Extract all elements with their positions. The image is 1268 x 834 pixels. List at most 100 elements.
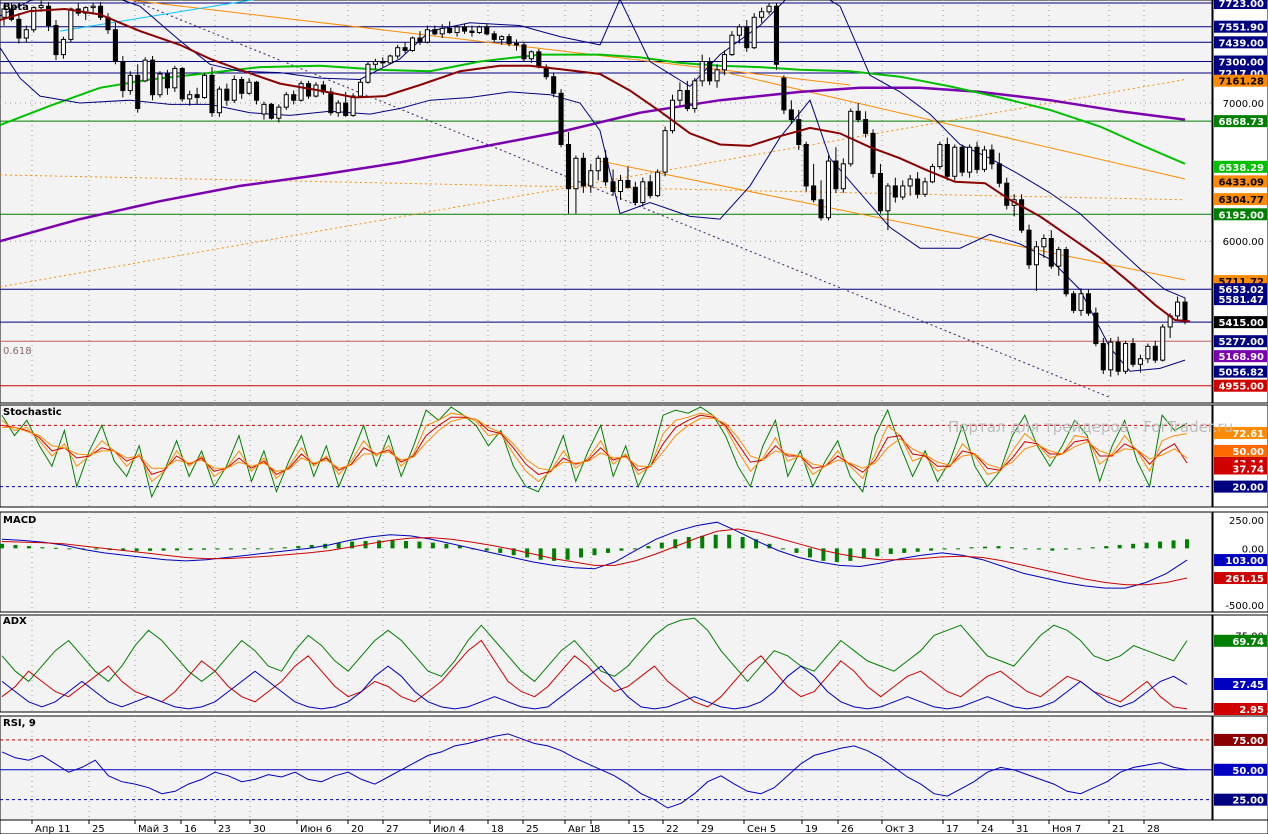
candle[interactable] [224,83,230,106]
candle[interactable] [1115,336,1121,376]
candle[interactable] [551,72,557,98]
candle[interactable] [1145,343,1151,363]
candle[interactable] [655,169,661,198]
candle[interactable] [491,31,497,43]
candle[interactable] [461,24,468,34]
candle[interactable] [1160,324,1166,362]
candle[interactable] [907,174,913,196]
candle[interactable] [699,54,705,87]
candle[interactable] [254,80,260,105]
candle[interactable] [877,163,884,214]
candle[interactable] [283,91,289,110]
candle[interactable] [885,183,891,231]
candle[interactable] [944,137,950,181]
candle[interactable] [781,75,787,115]
candle[interactable] [610,169,616,196]
candle[interactable] [1078,288,1084,316]
candle[interactable] [372,58,378,70]
candle[interactable] [840,158,846,193]
candle[interactable] [1004,177,1010,210]
candle[interactable] [632,181,638,206]
candle[interactable] [68,7,74,43]
candle[interactable] [246,78,252,95]
candle[interactable] [202,72,208,99]
candle[interactable] [1,4,7,26]
candle[interactable] [513,39,520,51]
candle[interactable] [714,64,720,88]
candle[interactable] [172,65,178,92]
candle[interactable] [922,177,928,198]
candle[interactable] [476,25,482,34]
candle[interactable] [580,152,586,193]
candle[interactable] [291,90,297,105]
candle[interactable] [506,33,512,47]
candle[interactable] [811,163,817,203]
candle[interactable] [565,132,572,214]
candle[interactable] [736,24,742,44]
candle[interactable] [617,174,624,200]
candle[interactable] [669,94,676,134]
candle[interactable] [387,54,393,65]
candle[interactable] [773,3,780,70]
candle[interactable] [684,80,690,112]
candle[interactable] [157,71,163,98]
candle[interactable] [825,155,832,221]
candle[interactable] [833,147,839,193]
candle[interactable] [409,36,416,52]
rsi-panel[interactable]: 75.00 50.00 25.00 [0,715,1268,821]
candle[interactable] [298,80,304,102]
candle[interactable] [744,20,750,52]
candle[interactable] [432,25,438,36]
macd-panel[interactable]: 250.00 0.00 -500.00 103.00 261.15 [0,511,1268,613]
candle[interactable] [209,67,215,117]
candle[interactable] [1033,241,1039,292]
candle[interactable] [1071,291,1077,314]
candle[interactable] [380,57,386,68]
candle[interactable] [402,42,408,54]
candle[interactable] [216,86,222,117]
candle[interactable] [305,80,312,99]
candle[interactable] [164,69,170,95]
candle[interactable] [424,25,430,44]
candle[interactable] [16,13,22,44]
candle[interactable] [60,36,66,59]
candle[interactable] [1041,234,1047,258]
candle[interactable] [588,163,594,193]
candle[interactable] [179,67,185,102]
candle[interactable] [98,2,104,21]
candle[interactable] [268,102,274,120]
price-panel[interactable]: 6000.00 7000.00 7723.00 7551.90 7439.00 7300.… [0,0,1268,404]
candle[interactable] [662,126,668,177]
candle[interactable] [729,31,735,56]
candle[interactable] [150,55,156,101]
candle[interactable] [528,50,534,63]
candle[interactable] [640,177,646,207]
candle[interactable] [1130,338,1136,368]
candle[interactable] [959,144,965,177]
candle[interactable] [558,89,564,148]
candle[interactable] [870,129,876,178]
candle[interactable] [127,71,133,95]
candle[interactable] [915,172,921,199]
candle[interactable] [454,25,460,37]
candle[interactable] [365,61,371,84]
candle[interactable] [1063,246,1069,297]
candle[interactable] [677,82,683,106]
candle[interactable] [751,13,757,50]
candle[interactable] [952,144,958,181]
candle[interactable] [142,57,148,83]
candle[interactable] [499,35,505,45]
candle[interactable] [395,44,401,59]
candle[interactable] [239,76,245,99]
candle[interactable] [759,7,765,23]
candle[interactable] [8,3,14,22]
candle[interactable] [1152,340,1158,363]
candle[interactable] [1137,354,1143,373]
candle[interactable] [974,141,980,174]
candle[interactable] [112,22,118,65]
candle[interactable] [721,50,728,76]
candle[interactable] [707,57,713,86]
candle[interactable] [23,25,29,43]
